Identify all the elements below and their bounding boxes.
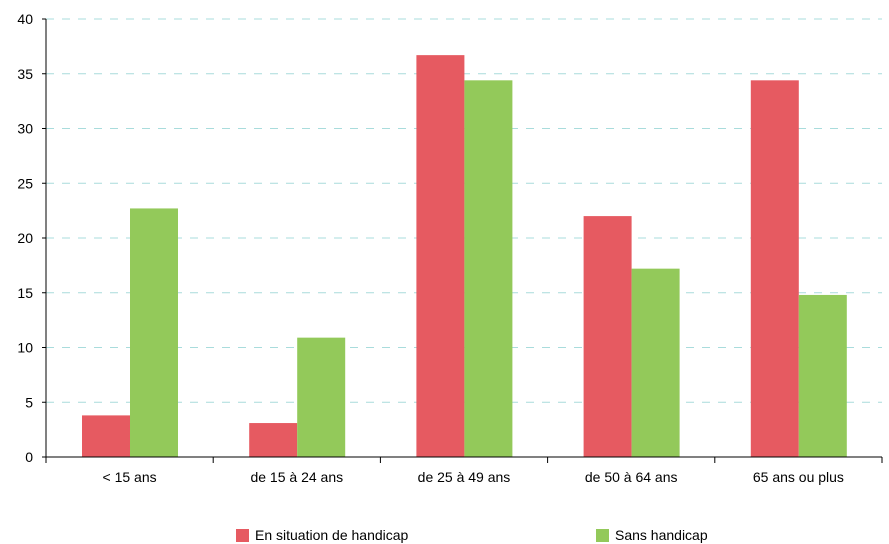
legend-label-sans-handicap: Sans handicap (615, 527, 708, 543)
x-tick-label: < 15 ans (103, 469, 157, 485)
bar-sans-handicap (297, 337, 346, 457)
legend-item-sans-handicap: Sans handicap (596, 527, 708, 543)
legend-item-handicap: En situation de handicap (236, 527, 408, 543)
x-tick-label: 65 ans ou plus (753, 469, 844, 485)
legend-swatch-handicap (236, 528, 249, 542)
y-tick-label: 30 (17, 121, 33, 137)
bar-sans-handicap (798, 294, 847, 457)
legend: En situation de handicap Sans handicap (0, 527, 889, 544)
x-tick-label: de 50 à 64 ans (585, 469, 678, 485)
bar-sans-handicap (631, 268, 680, 457)
bar-handicap (82, 415, 130, 457)
y-tick-label: 20 (17, 230, 33, 246)
legend-label-handicap: En situation de handicap (255, 527, 409, 543)
bar-handicap (750, 80, 799, 457)
bar-handicap (416, 55, 465, 457)
bar-sans-handicap (130, 208, 178, 457)
bar-sans-handicap (464, 80, 513, 457)
y-tick-label: 0 (25, 449, 33, 465)
bar-handicap (249, 423, 298, 457)
y-tick-label: 5 (25, 394, 33, 410)
x-tick-label: de 25 à 49 ans (418, 469, 511, 485)
y-tick-label: 40 (17, 11, 33, 27)
y-tick-label: 10 (17, 340, 33, 356)
y-tick-label: 25 (17, 175, 33, 191)
y-tick-label: 15 (17, 285, 33, 301)
x-tick-label: de 15 à 24 ans (250, 469, 343, 485)
y-tick-label: 35 (17, 66, 33, 82)
legend-swatch-sans-handicap (596, 528, 609, 542)
bar-handicap (583, 216, 632, 457)
